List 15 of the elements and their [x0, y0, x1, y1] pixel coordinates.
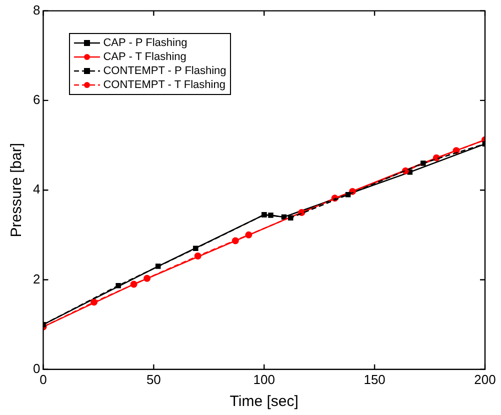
y-axis-title: Pressure [bar]: [8, 142, 26, 238]
y-tick-label: 0: [32, 360, 40, 376]
x-tick-label: 50: [146, 372, 161, 387]
x-tick-label: 200: [474, 372, 496, 387]
y-tick-label: 2: [32, 271, 40, 286]
y-tick-label: 8: [32, 2, 40, 18]
x-tick-label: 150: [364, 372, 386, 387]
x-tick-label: 100: [253, 372, 275, 387]
legend-label: CAP - T Flashing: [103, 50, 186, 64]
legend-label: CONTEMPT - P Flashing: [103, 64, 226, 78]
legend-label: CONTEMPT - T Flashing: [103, 78, 226, 92]
y-tick-label: 4: [32, 182, 40, 197]
x-axis-title: Time [sec]: [230, 393, 298, 410]
y-tick-label: 6: [32, 92, 40, 108]
legend-label: CAP - P Flashing: [103, 36, 188, 50]
